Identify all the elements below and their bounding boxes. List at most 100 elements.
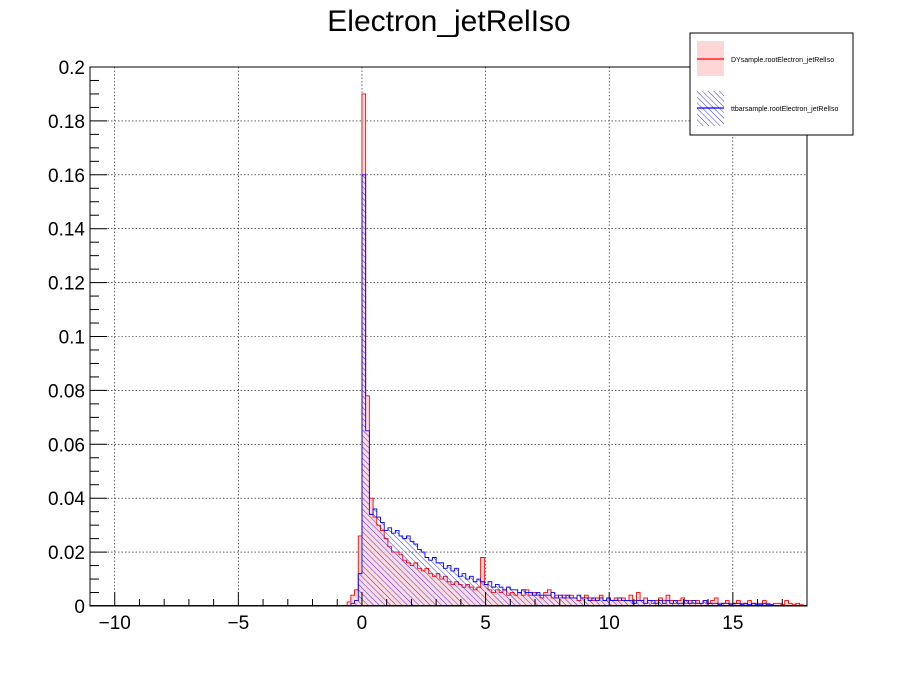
- histogram-bin: [654, 603, 659, 606]
- histogram-bin: [517, 592, 522, 606]
- histogram-bin: [491, 587, 496, 606]
- histogram-bin: [554, 597, 559, 606]
- legend-label-dy: DYsample.rootElectron_jetRelIso: [731, 57, 834, 64]
- histogram-bin: [591, 597, 596, 606]
- x-tick-label: 0: [357, 613, 368, 634]
- histogram-bin: [521, 589, 526, 606]
- histogram-bin: [506, 587, 511, 606]
- histogram-bin: [469, 576, 474, 606]
- histogram-bin: [428, 560, 433, 606]
- histogram-bin: [640, 600, 644, 606]
- histogram-bin: [625, 600, 629, 606]
- histogram-bin: [666, 600, 670, 606]
- histogram-bin: [358, 535, 362, 606]
- histogram-bin: [358, 573, 362, 606]
- histogram-bin: [725, 603, 730, 606]
- histogram-bin: [721, 603, 726, 606]
- histogram-bin: [350, 603, 355, 606]
- histogram-bin: [387, 527, 392, 606]
- histogram-bin: [662, 603, 667, 606]
- histogram-bin: [447, 565, 451, 606]
- histogram-bin: [603, 600, 607, 606]
- histogram-bin: [747, 600, 752, 606]
- histogram-bin: [751, 603, 756, 606]
- histogram-bin: [710, 603, 715, 606]
- legend: DYsample.rootElectron_jetRelIso ttbarsam…: [689, 32, 854, 136]
- histogram-bin: [406, 535, 411, 606]
- histogram-bin: [499, 587, 503, 606]
- y-tick-label: 0.2: [59, 58, 85, 79]
- histogram-bin: [669, 603, 674, 606]
- histogram-bin: [573, 597, 578, 606]
- histogram-bin: [510, 589, 515, 606]
- x-tick-label: −5: [228, 613, 250, 634]
- histogram-bin: [488, 581, 492, 606]
- axes: −10 −5 0 5 10 15 0 0.02 0.04 0.06 0.08 0.1 0.12 0.14 0…: [48, 58, 808, 634]
- histogram-bin: [643, 603, 648, 606]
- histogram-bin: [714, 603, 718, 606]
- histogram-bin: [350, 595, 355, 606]
- histogram-bin: [680, 603, 685, 606]
- y-tick-label: 0.16: [48, 166, 85, 187]
- histogram-bin: [354, 600, 359, 606]
- histogram-bin: [413, 544, 418, 606]
- histogram-bin: [380, 522, 385, 606]
- histogram-bin: [547, 595, 552, 606]
- histogram-bin: [588, 600, 592, 606]
- histogram-bin: [688, 603, 693, 606]
- histogram-bin: [562, 597, 566, 606]
- histogram-bin: [484, 584, 489, 606]
- histogram-bin: [580, 597, 585, 606]
- histogram-bin: [361, 174, 366, 607]
- histogram-bin: [539, 595, 544, 606]
- histogram-bin: [706, 603, 711, 606]
- histogram-bin: [439, 562, 444, 606]
- histogram-bin: [543, 595, 548, 606]
- histogram-bin: [465, 579, 470, 606]
- histogram-bin: [458, 576, 463, 606]
- histogram-bin: [476, 579, 481, 606]
- histogram-bin: [599, 597, 604, 606]
- histogram-bin: [692, 600, 696, 606]
- histogram-bin: [628, 600, 633, 606]
- histogram-bin: [584, 597, 589, 606]
- y-tick-label: 0: [74, 597, 85, 618]
- grid-lines: [90, 67, 807, 606]
- histogram-bin: [565, 595, 570, 606]
- histogram-bin: [636, 600, 641, 606]
- histogram-bin: [762, 603, 767, 606]
- histogram-bin: [391, 533, 396, 606]
- histogram-bin: [743, 603, 748, 606]
- y-tick-label: 0.1: [59, 328, 85, 349]
- histogram-bin: [673, 600, 678, 606]
- legend-entry-dy: DYsample.rootElectron_jetRelIso: [697, 41, 834, 76]
- histogram-bin: [784, 600, 789, 606]
- histogram-bin: [677, 603, 681, 606]
- histogram-bin: [577, 595, 581, 606]
- histogram-bin: [480, 581, 485, 606]
- series-ttbar: [350, 174, 775, 607]
- histogram-bin: [680, 597, 685, 606]
- histogram-bin: [421, 552, 426, 606]
- histogram-bin: [514, 589, 518, 606]
- histogram-bin: [528, 592, 533, 606]
- histogram-bin: [658, 600, 663, 606]
- histogram-bin: [643, 597, 648, 606]
- y-tick-label: 0.08: [48, 381, 85, 402]
- histogram-bin: [395, 530, 400, 606]
- legend-entry-ttbar: ttbarsample.rootElectron_jetRelIso: [697, 91, 838, 126]
- histogram-bin: [525, 592, 529, 606]
- histogram-bin: [795, 603, 800, 606]
- histogram-bin: [432, 557, 437, 606]
- histogram-bin: [417, 549, 422, 606]
- histogram-bin: [365, 430, 370, 606]
- histogram-bin: [610, 600, 615, 606]
- legend-label-ttbar: ttbarsample.rootElectron_jetRelIso: [731, 106, 838, 113]
- histogram-bin: [436, 562, 440, 606]
- histogram-bin: [347, 601, 351, 606]
- histogram-bin: [569, 597, 574, 606]
- histogram-bin: [551, 592, 555, 606]
- histogram-bin: [399, 535, 403, 606]
- y-tick-label: 0.18: [48, 112, 85, 133]
- histogram-bin: [621, 600, 626, 606]
